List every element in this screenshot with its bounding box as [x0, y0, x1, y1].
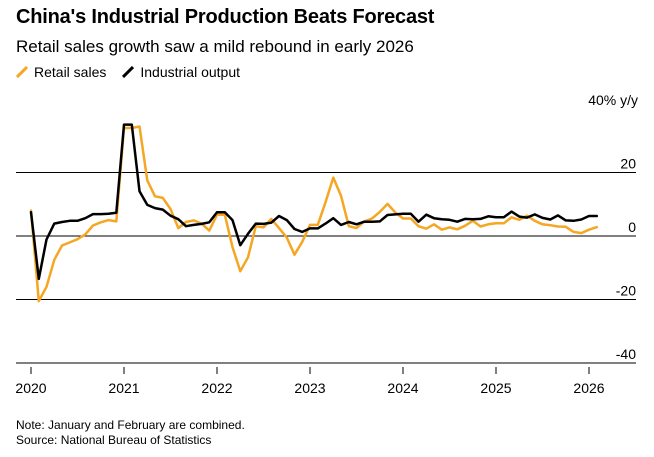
- series-lines: [29, 123, 599, 303]
- series-line-industrial-output: [29, 123, 599, 281]
- x-tick-label: 2020: [15, 380, 46, 396]
- legend-item-retail: Retail sales: [16, 64, 106, 80]
- legend: Retail sales Industrial output: [16, 64, 240, 80]
- y-tick-label: -20: [616, 283, 636, 299]
- x-tick-label: 2026: [573, 380, 604, 396]
- chart-title: China's Industrial Production Beats Fore…: [16, 6, 435, 28]
- x-axis-ticks: 2020 2021 2022 2023 2024 2025 2026: [15, 367, 605, 396]
- footnotes: Note: January and February are combined.…: [16, 418, 245, 448]
- legend-item-industrial: Industrial output: [122, 64, 240, 80]
- y-axis-unit-label: 40% y/y: [588, 92, 638, 108]
- x-tick-label: 2022: [201, 380, 232, 396]
- y-tick-label: 0: [628, 219, 636, 235]
- legend-label-retail: Retail sales: [34, 64, 107, 80]
- y-tick-label: -40: [616, 346, 636, 362]
- note-text: Note: January and February are combined.: [16, 418, 245, 432]
- legend-swatch-retail-icon: [16, 66, 28, 78]
- y-axis-ticks: 20 0 -20 -40: [16, 156, 636, 364]
- x-tick-label: 2024: [387, 380, 418, 396]
- chart-subtitle: Retail sales growth saw a mild rebound i…: [16, 37, 414, 56]
- x-tick-label: 2021: [108, 380, 139, 396]
- y-tick-label: 20: [620, 156, 636, 172]
- legend-swatch-industrial-icon: [122, 66, 135, 78]
- x-tick-label: 2023: [294, 380, 325, 396]
- source-text: Source: National Bureau of Statistics: [16, 433, 212, 447]
- x-tick-label: 2025: [480, 380, 511, 396]
- legend-label-industrial: Industrial output: [140, 64, 240, 80]
- series-line-retail-sales: [29, 125, 599, 303]
